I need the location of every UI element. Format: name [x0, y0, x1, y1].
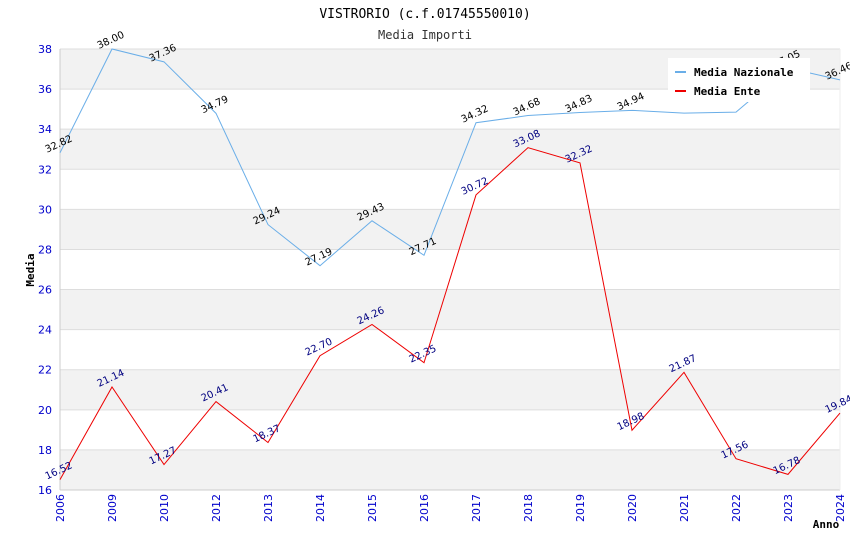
x-tick-label: 2010: [158, 494, 171, 522]
x-tick-label: 2021: [678, 494, 691, 522]
x-tick-label: 2018: [522, 494, 535, 522]
legend-box: [668, 58, 810, 102]
x-tick-label: 2023: [782, 494, 795, 522]
x-tick-label: 2017: [470, 494, 483, 522]
plot-band: [60, 289, 840, 330]
x-tick-label: 2012: [210, 494, 223, 522]
chart-subtitle: Media Importi: [378, 28, 472, 42]
chart-title: VISTRORIO (c.f.01745550010): [319, 7, 530, 22]
y-tick-label: 24: [38, 324, 52, 337]
y-tick-label: 20: [38, 404, 52, 417]
x-tick-label: 2019: [574, 494, 587, 522]
y-axis-label: Media: [24, 253, 37, 286]
series-line-media-ente: [59, 147, 841, 480]
x-tick-label: 2024: [834, 494, 847, 522]
plot-band: [60, 369, 840, 410]
y-tick-label: 32: [38, 163, 52, 176]
series-group: [59, 48, 841, 480]
y-tick-label: 18: [38, 444, 52, 457]
x-tick-label: 2014: [314, 494, 327, 522]
x-axis-label: Anno: [813, 518, 840, 531]
x-tick-label: 2020: [626, 494, 639, 522]
y-tick-label: 16: [38, 484, 52, 497]
legend-label: Media Nazionale: [694, 66, 794, 79]
y-tick-label: 22: [38, 364, 52, 377]
x-tick-label: 2022: [730, 494, 743, 522]
y-tick-label: 34: [38, 123, 52, 136]
plot-band: [60, 329, 840, 370]
y-tick-label: 30: [38, 203, 52, 216]
legend-label: Media Ente: [694, 85, 761, 98]
x-tick-label: 2013: [262, 494, 275, 522]
plot-band: [60, 209, 840, 250]
y-tick-label: 28: [38, 243, 52, 256]
plot-band: [60, 249, 840, 290]
y-tick-label: 26: [38, 284, 52, 297]
plot-band: [60, 449, 840, 490]
series-line-media-nazionale: [59, 48, 841, 267]
y-tick-label: 38: [38, 43, 52, 56]
plot-background: [60, 49, 840, 490]
plot-band: [60, 409, 840, 450]
x-tick-label: 2015: [366, 494, 379, 522]
y-tick-label: 36: [38, 83, 52, 96]
x-tick-label: 2016: [418, 494, 431, 522]
plot-band: [60, 129, 840, 170]
x-tick-label: 2009: [106, 494, 119, 522]
x-tick-label: 2006: [54, 494, 67, 522]
data-label: 38.00: [96, 30, 127, 52]
legend: Media Nazionale Media Ente: [668, 58, 810, 102]
